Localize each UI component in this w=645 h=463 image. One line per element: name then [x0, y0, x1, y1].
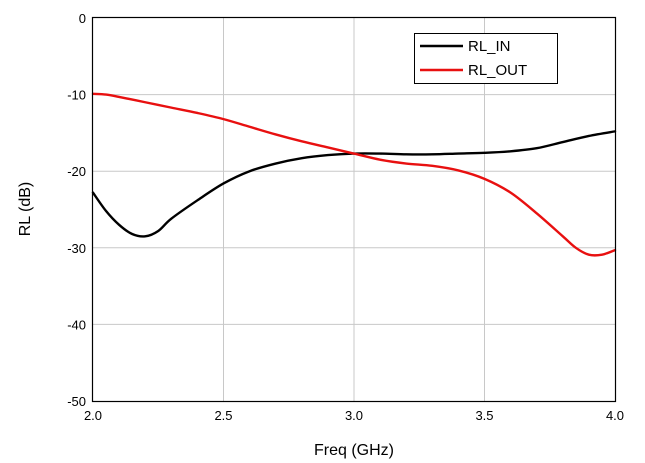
series-line-rl-in	[91, 130, 617, 238]
y-tick-label: 0	[79, 11, 86, 26]
x-tick-label: 4.0	[606, 408, 624, 423]
x-tick-label: 2.0	[84, 408, 102, 423]
legend-box	[414, 33, 558, 84]
legend: RL_IN RL_OUT	[414, 33, 558, 84]
y-tick-label: -40	[67, 317, 86, 332]
series-line-rl-out	[91, 92, 617, 257]
x-tick-label: 2.5	[214, 408, 232, 423]
x-tick-label: 3.0	[345, 408, 363, 423]
legend-label-rl-in: RL_IN	[468, 38, 511, 55]
x-axis-title: Freq (GHz)	[314, 442, 394, 459]
tick-labels: 2.0 2.5 3.0 3.5 4.0 0 -10 -20 -30 -40 -50	[67, 11, 624, 423]
x-tick-label: 3.5	[475, 408, 493, 423]
legend-label-rl-out: RL_OUT	[468, 62, 527, 79]
y-tick-label: -30	[67, 241, 86, 256]
y-tick-label: -20	[67, 164, 86, 179]
plot-frame	[91, 16, 617, 403]
series-lines	[91, 92, 617, 257]
y-axis-title: RL (dB)	[17, 182, 34, 237]
y-tick-label: -50	[67, 394, 86, 409]
y-tick-label: -10	[67, 88, 86, 103]
